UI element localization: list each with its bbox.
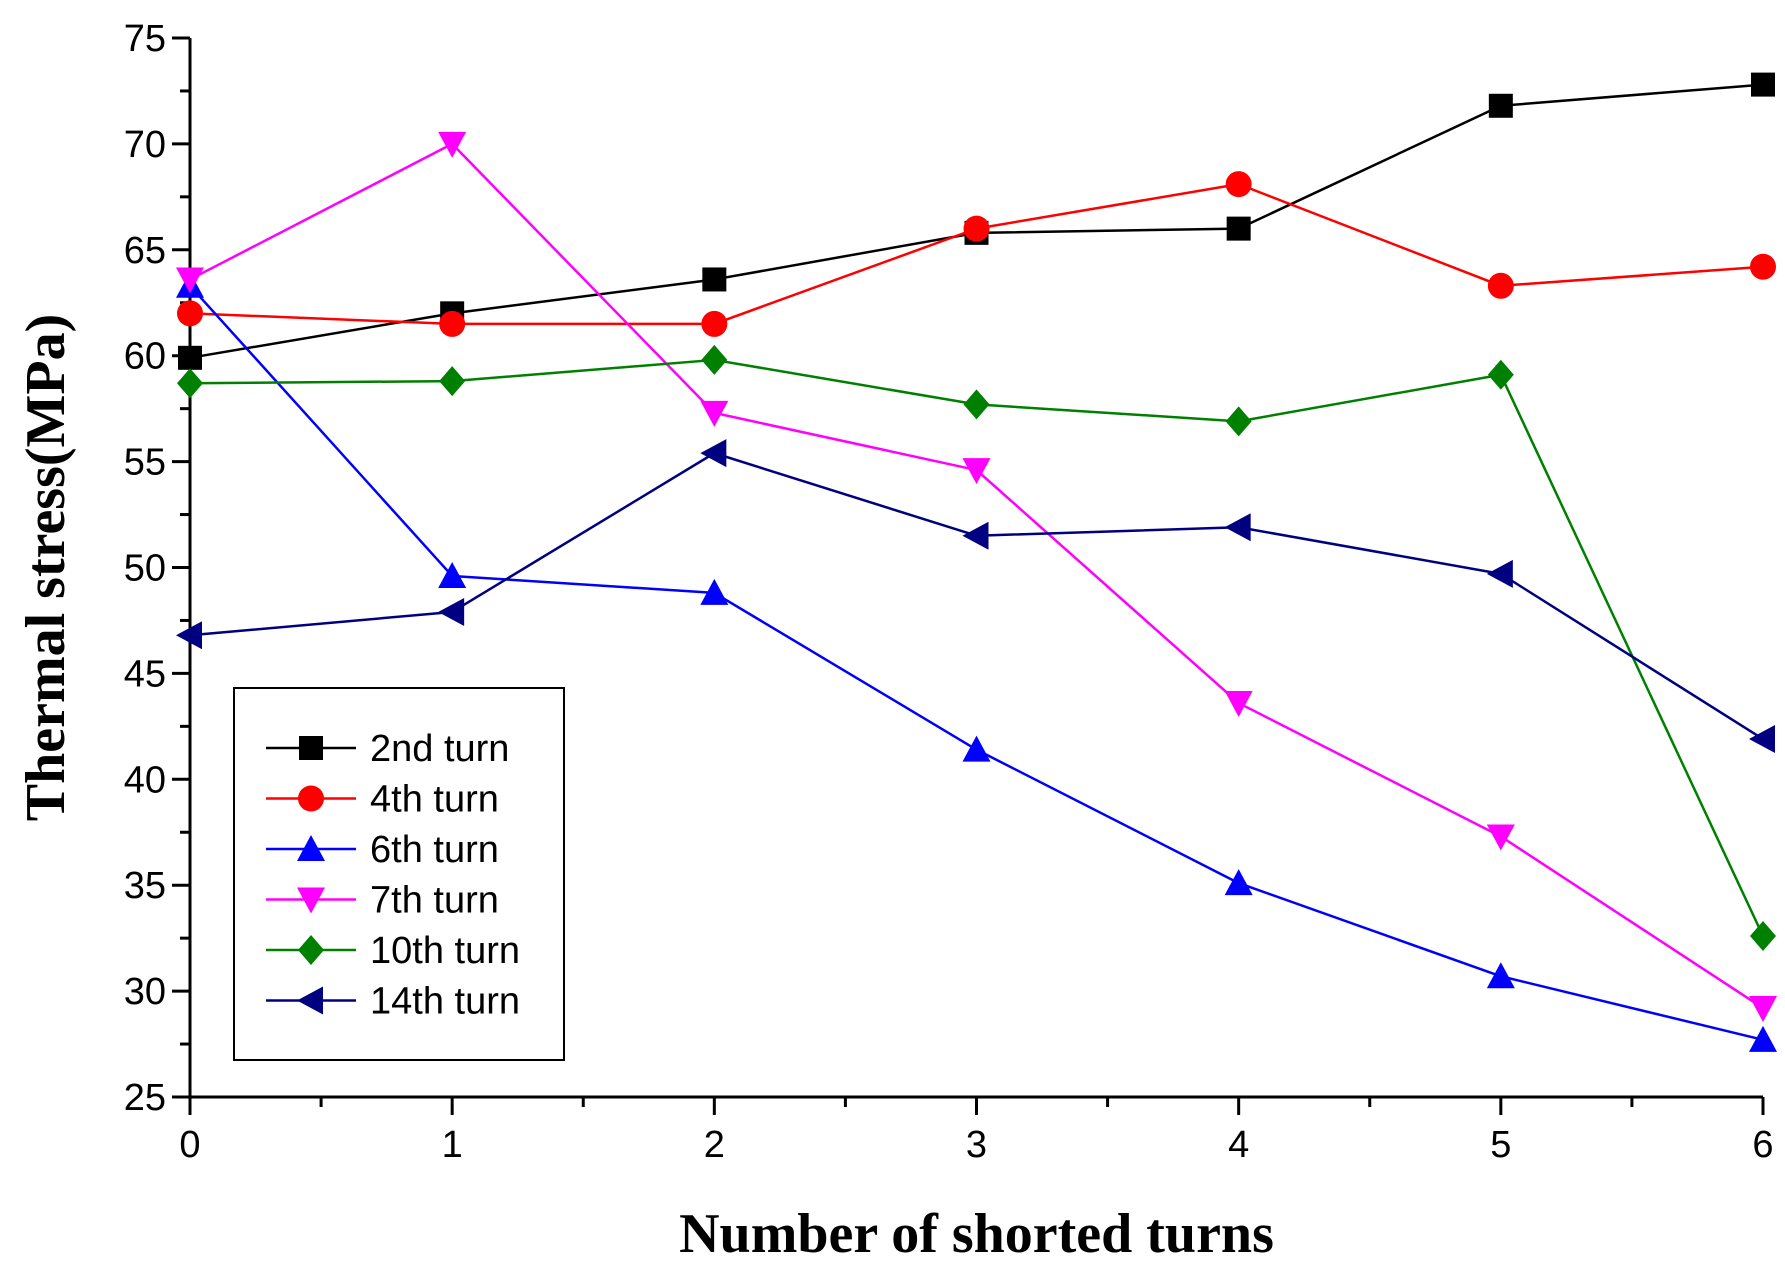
y-tick-label: 70 [124,124,166,166]
data-point [1749,1025,1777,1052]
data-point [702,267,727,292]
data-point [700,400,729,427]
data-point [963,215,990,242]
data-point [1487,359,1514,390]
data-point [700,439,727,468]
data-point [962,735,991,762]
legend-marker [297,986,323,1015]
legend-marker [299,736,323,760]
data-point [1487,272,1514,299]
legend-marker [298,785,324,812]
series-layer [176,72,1777,1052]
data-point [439,366,466,397]
legend: 2nd turn 4th turn 6th turn 7th turn 10th tur… [233,687,565,1061]
data-point [176,621,202,650]
series-14th-turn [176,439,1775,754]
series-10th-turn [177,344,1776,952]
x-tick-label: 3 [966,1124,987,1166]
y-axis-title: Thermal stress(MPa) [15,314,77,822]
data-point [1225,171,1252,198]
data-point [1749,725,1775,754]
legend-label: 10th turn [370,930,520,972]
data-point [1224,691,1253,718]
legend-label: 4th turn [370,779,499,821]
data-point [176,267,204,294]
legend-item: 4th turn [266,779,499,821]
y-tick-label: 30 [124,971,166,1013]
y-tick-label: 45 [124,653,166,695]
x-tick-label: 4 [1228,1124,1249,1166]
y-tick-label: 55 [124,442,166,484]
data-point [1751,72,1775,97]
data-point [1486,559,1513,588]
data-point [177,368,203,399]
legend-box [233,687,565,1061]
legend-label: 2nd turn [370,728,509,770]
y-tick-label: 40 [124,759,166,801]
legend-item: 7th turn [266,880,499,922]
data-point [1225,406,1252,437]
legend-marker [298,935,324,965]
x-axis-title: Number of shorted turns [679,1203,1274,1265]
y-tick-label: 60 [124,336,166,378]
data-point [1226,216,1251,241]
data-point [962,458,991,485]
x-tick-label: 2 [704,1124,725,1166]
y-tick-label: 35 [124,865,166,907]
data-point [1750,253,1776,280]
data-point [438,131,467,158]
legend-item: 10th turn [266,930,520,972]
series-7th-turn [176,131,1777,1023]
data-point [1224,869,1253,896]
data-point [962,521,989,550]
data-point [438,597,465,626]
data-point [178,345,202,370]
legend-label: 7th turn [370,880,499,922]
legend-marker [297,835,325,861]
data-point [700,578,729,605]
data-point [439,310,466,337]
data-point [1488,93,1513,118]
legend-marker [297,887,325,914]
series-6th-turn [176,271,1777,1052]
x-tick-label: 0 [179,1124,200,1166]
data-point [701,344,728,375]
data-point [1224,513,1251,542]
series-4th-turn [177,171,1776,337]
x-tick-label: 5 [1490,1124,1511,1166]
data-point [438,561,467,588]
data-point [1486,962,1515,989]
data-point [701,310,728,337]
y-tick-label: 50 [124,548,166,590]
data-point [1749,996,1777,1023]
x-tick-label: 6 [1752,1124,1773,1166]
data-point [963,389,990,420]
y-tick-label: 25 [124,1077,166,1119]
legend-item: 6th turn [266,829,499,871]
legend-label: 14th turn [370,981,520,1023]
x-tick-label: 1 [442,1124,463,1166]
data-point [1750,921,1776,952]
legend-label: 6th turn [370,829,499,871]
y-tick-label: 65 [124,230,166,272]
y-tick-label: 75 [124,18,166,60]
data-point [177,300,203,327]
legend-item: 2nd turn [266,728,509,770]
data-point [1486,824,1515,851]
legend-item: 14th turn [266,981,520,1023]
